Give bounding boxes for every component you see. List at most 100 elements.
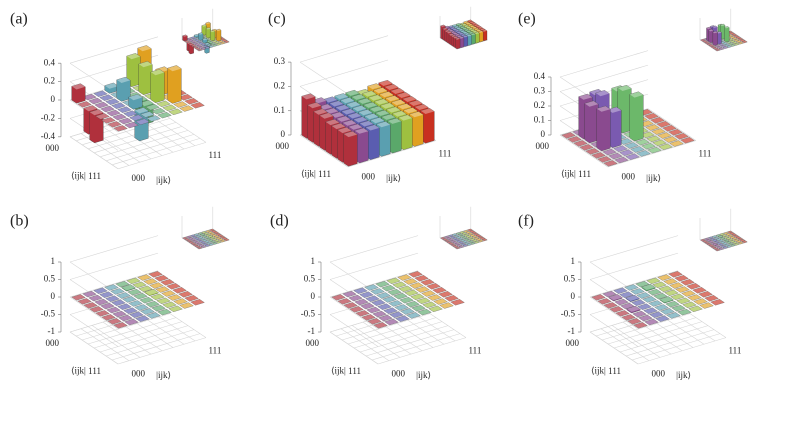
bar — [217, 238, 224, 241]
bar — [192, 41, 198, 45]
bar-top — [615, 310, 630, 317]
bar-top — [454, 242, 460, 245]
bar — [477, 235, 484, 239]
bar-top — [95, 310, 110, 317]
bar — [172, 287, 187, 294]
z-tick-label: -0.5 — [301, 309, 316, 319]
bar — [124, 121, 139, 129]
bar-top — [455, 246, 461, 249]
bar-top — [464, 234, 469, 237]
bar-top — [464, 238, 470, 241]
bar-top — [458, 24, 463, 27]
bar-top — [732, 241, 738, 244]
bar — [143, 278, 158, 285]
bar-top — [188, 39, 194, 42]
bar — [117, 106, 132, 113]
bar-top — [444, 239, 450, 242]
bar-top — [188, 241, 194, 244]
bar — [196, 238, 202, 242]
bar-top — [205, 230, 211, 233]
bar — [189, 36, 196, 39]
bar-top — [458, 32, 464, 35]
x-category-label: 111 — [469, 345, 482, 355]
z-tick-label: 1 — [311, 256, 316, 266]
y-category-label: 111 — [88, 171, 101, 181]
z-tick-label: 0 — [51, 291, 56, 301]
bar — [420, 279, 435, 286]
bar — [208, 243, 214, 246]
bar — [737, 37, 744, 41]
y-category-label: 000 — [46, 338, 60, 348]
bar — [354, 298, 369, 306]
bar-top — [633, 322, 648, 329]
bar — [688, 305, 703, 312]
bar-top — [652, 139, 667, 146]
bar-top — [710, 238, 716, 241]
bar — [113, 322, 128, 329]
floor-grid — [377, 337, 467, 365]
bar-top — [101, 314, 116, 321]
bar-top — [124, 319, 139, 325]
bar-top — [121, 284, 136, 291]
bar — [712, 47, 719, 50]
bar — [378, 314, 393, 322]
bar — [722, 46, 729, 49]
floor-grid — [111, 333, 201, 361]
bar-top — [637, 303, 652, 310]
bar — [450, 236, 456, 239]
bar-top — [200, 241, 206, 244]
bar-top — [71, 83, 86, 90]
bar — [118, 314, 133, 322]
floor-grid — [637, 337, 727, 365]
bar-top — [112, 311, 127, 317]
bar-top — [202, 45, 208, 48]
bar-top — [380, 102, 395, 109]
bar-top — [157, 309, 172, 316]
bar-top — [210, 236, 215, 239]
bar-top — [88, 98, 103, 104]
floor-grid — [99, 130, 189, 158]
bar — [77, 101, 92, 108]
bar-top — [462, 31, 468, 34]
bar — [223, 40, 230, 44]
bar — [731, 233, 737, 237]
bar-top — [137, 45, 152, 52]
bar-top — [733, 35, 739, 38]
bar-top — [330, 112, 345, 118]
bar-top — [453, 245, 458, 248]
bar — [729, 232, 735, 235]
bar-top — [100, 106, 115, 112]
bar-top — [414, 104, 429, 110]
floor-grid — [347, 140, 437, 168]
bar-top — [736, 240, 742, 243]
bar-top — [198, 236, 204, 239]
bar — [190, 102, 205, 109]
bar-top — [191, 242, 196, 245]
bar-top — [688, 305, 703, 312]
bar-top — [463, 230, 469, 233]
bar — [706, 243, 713, 246]
bar — [188, 39, 194, 42]
bar-top — [178, 291, 193, 298]
z-tick-label: 0.1 — [274, 105, 285, 115]
bar-top — [184, 295, 199, 302]
bar — [208, 239, 214, 242]
bar-top — [482, 238, 487, 241]
floor-grid — [619, 325, 709, 353]
bar-top — [93, 287, 108, 294]
bar-top — [597, 298, 612, 305]
bar — [728, 242, 734, 246]
bar — [619, 291, 634, 298]
bar — [718, 43, 724, 46]
bar — [167, 65, 182, 104]
bar-top — [644, 113, 659, 120]
y-axis-label: ⟨ijk| — [591, 366, 606, 376]
bar-top — [456, 23, 461, 26]
bar — [708, 44, 715, 47]
bar — [636, 292, 651, 299]
bar — [677, 309, 692, 316]
bar-top — [625, 153, 640, 160]
bar — [214, 239, 220, 242]
bar — [468, 240, 474, 244]
